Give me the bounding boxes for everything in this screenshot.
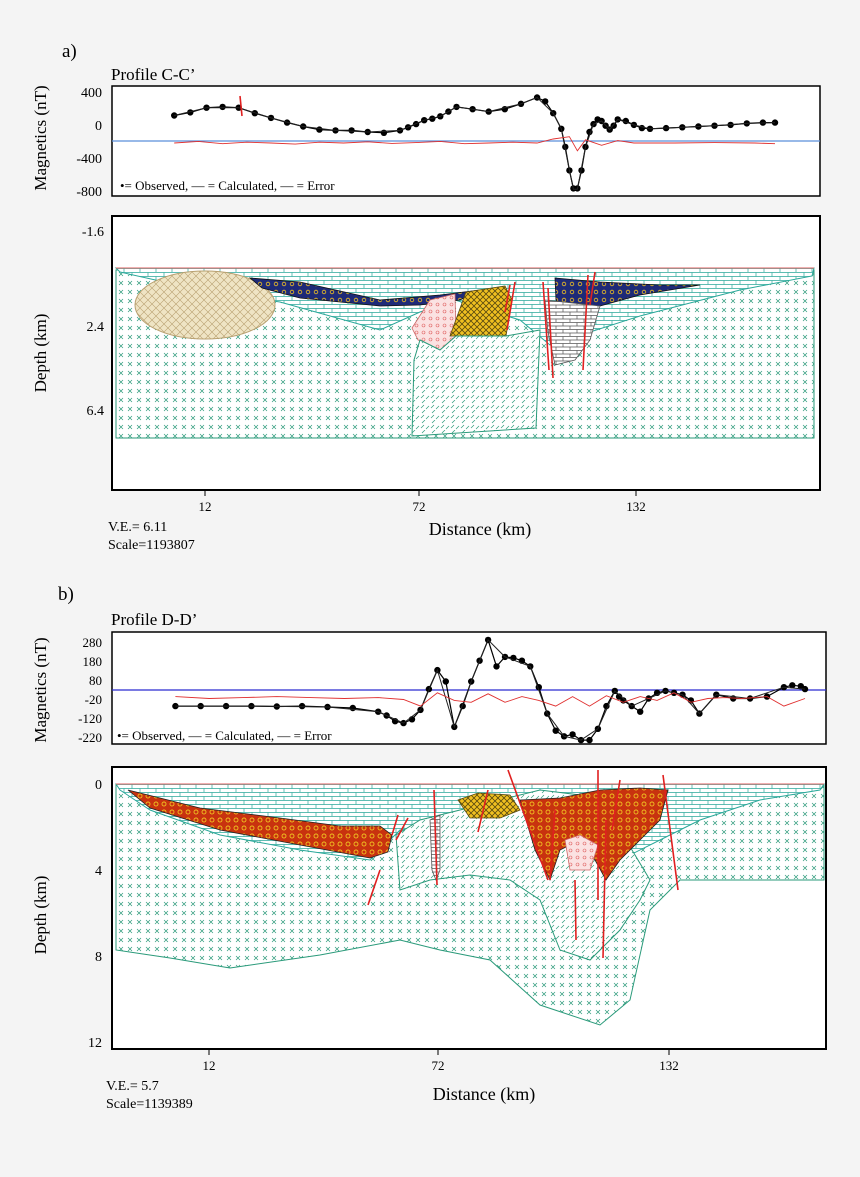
panel-a-mag-ylabel: Magnetics (nT) (31, 85, 50, 190)
panel-a-depth-ylabel: Depth (km) (31, 314, 50, 393)
mag-tick-label: 400 (81, 86, 102, 101)
panel-a-mag-ticks: 400 0 -400 -800 (76, 86, 102, 200)
mag-tick-label: -220 (78, 730, 102, 745)
panel-a-geology (114, 95, 815, 439)
observed-point (349, 704, 356, 712)
panel-b-xlabel: Distance (km) (433, 1084, 535, 1105)
yellow-sediment-b (457, 792, 521, 819)
series-calculated-line (175, 639, 806, 741)
depth-tick-label: 12 (88, 1036, 102, 1051)
observed-point (603, 702, 610, 710)
fault-lines (239, 95, 596, 379)
mag-tick-label: -400 (76, 152, 102, 167)
red-sediment-left (127, 789, 393, 859)
depth-tick-label: 0 (95, 778, 102, 793)
x-tick-label: 132 (659, 1058, 679, 1073)
panel-b-scale: Scale=1139389 (106, 1097, 193, 1112)
panel-a-scale: Scale=1193807 (108, 538, 195, 553)
x-tick-label: 72 (432, 1058, 445, 1073)
observed-point (586, 736, 593, 744)
depth-tick-label: 8 (95, 950, 102, 965)
navy-sediment-left (248, 277, 481, 307)
series-error-line (175, 692, 806, 707)
depth-tick-label: 6.4 (87, 404, 105, 419)
depth-tick-label: -1.6 (82, 225, 104, 240)
panel-b-letter: b) (58, 584, 74, 605)
observed-point (615, 693, 623, 700)
mag-tick-label: 280 (83, 635, 103, 650)
panel-b: b) Profile D-D’ 280 180 80 -20 -120 -220… (31, 584, 827, 1112)
panel-a: a) Profile C-C’ 400 0 -400 -800 Magnetic… (31, 41, 821, 553)
x-tick-label: 132 (626, 499, 646, 514)
panel-b-depth-ylabel: Depth (km) (31, 876, 50, 955)
series-error-line (174, 136, 776, 152)
observed-point (552, 727, 559, 734)
mag-tick-label: 80 (89, 673, 102, 688)
series-calculated-line (174, 96, 776, 190)
panel-b-legend: •= Observed, — = Calculated, — = Error (117, 728, 332, 743)
observed-point (316, 126, 323, 133)
x-tick-label: 72 (413, 499, 426, 514)
panel-b-geology (115, 769, 825, 1026)
panel-a-profile-title: Profile C-C’ (111, 65, 196, 84)
observed-point (380, 129, 388, 136)
pink-body-b (564, 834, 599, 871)
observed-point (789, 682, 796, 689)
mag-tick-label: -120 (78, 711, 102, 726)
x-tick-label: 12 (199, 499, 212, 514)
panel-a-letter: a) (62, 41, 77, 62)
panel-a-ve: V.E.= 6.11 (108, 520, 167, 535)
panel-a-mag-series (171, 94, 779, 192)
panel-a-xlabel: Distance (km) (429, 519, 531, 540)
mag-tick-label: -20 (85, 692, 102, 707)
observed-point (542, 98, 549, 105)
observed-point (637, 708, 644, 715)
observed-point (569, 731, 576, 738)
observed-point (219, 103, 226, 111)
mag-tick-label: 180 (83, 654, 103, 669)
observed-point (442, 678, 449, 685)
red-sediment-right (519, 787, 669, 882)
panel-b-mag-series (172, 636, 809, 744)
panel-b-profile-title: Profile D-D’ (111, 610, 197, 629)
mag-tick-label: -800 (76, 185, 102, 200)
observed-point (348, 127, 355, 134)
dashed-basement-block (411, 329, 541, 437)
depth-tick-label: 2.4 (87, 320, 105, 335)
granite-body (134, 270, 276, 340)
observed-point (298, 702, 306, 710)
depth-tick-label: 4 (95, 864, 102, 879)
narrow-graben (429, 814, 441, 882)
panel-a-legend: •= Observed, — = Calculated, — = Error (120, 178, 335, 193)
fault-lines-b (367, 769, 679, 959)
panel-b-ve: V.E.= 5.7 (106, 1079, 159, 1094)
x-tick-label: 12 (203, 1058, 216, 1073)
observed-point (493, 663, 500, 670)
mag-tick-label: 0 (95, 119, 102, 134)
panel-b-mag-ylabel: Magnetics (nT) (31, 637, 50, 742)
